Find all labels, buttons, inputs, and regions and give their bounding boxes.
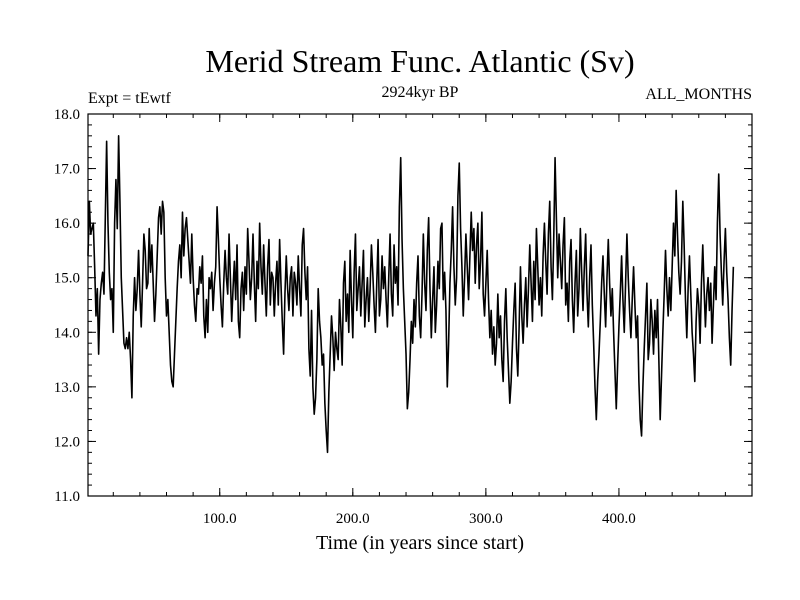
y-tick-label: 18.0 (54, 107, 80, 123)
series-line (87, 135, 735, 454)
period-label: 2924kyr BP (382, 84, 459, 101)
x-tick-label: 200.0 (336, 511, 370, 527)
months-label: ALL_MONTHS (645, 86, 752, 103)
x-tick-label: 100.0 (203, 511, 237, 527)
axes: 11.0 12.0 13.0 14.0 15.0 16.0 17.0 18.0 100.0 200… (54, 107, 753, 527)
y-tick-label: 13.0 (54, 380, 80, 396)
y-tick-label: 11.0 (54, 489, 80, 505)
y-tick-label: 12.0 (54, 434, 80, 450)
y-tick-label: 14.0 (54, 325, 80, 341)
experiment-label: Expt = tEwtf (88, 90, 171, 107)
x-tick-label: 400.0 (602, 511, 636, 527)
y-tick-label: 15.0 (54, 271, 80, 287)
y-tick-label: 16.0 (54, 216, 80, 232)
x-axis-label: Time (in years since start) (316, 532, 524, 554)
series-layer (87, 135, 735, 454)
chart-title: Merid Stream Func. Atlantic (Sv) (205, 43, 634, 79)
x-tick-label: 300.0 (469, 511, 503, 527)
plot-frame (87, 113, 753, 497)
y-tick-label: 17.0 (54, 162, 80, 178)
